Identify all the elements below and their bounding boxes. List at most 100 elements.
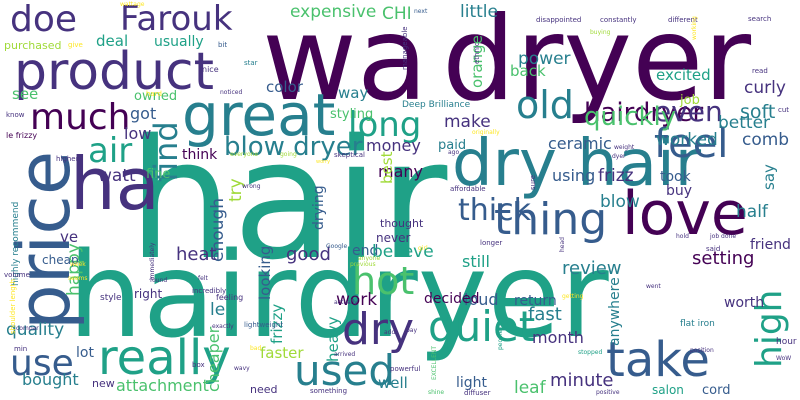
word-give: give: [68, 41, 83, 49]
word-use: use: [10, 343, 74, 384]
word-faster: faster: [260, 344, 304, 362]
word-weight: weight: [614, 144, 635, 151]
word-old: old: [516, 83, 574, 127]
word-soft: soft: [740, 101, 776, 123]
word-position: position: [690, 347, 714, 354]
word-great: great: [182, 81, 336, 149]
word-stopped: stopped: [578, 349, 603, 356]
word-buy: buy: [666, 183, 693, 199]
word-found: found: [150, 277, 168, 284]
word-noticed: noticed: [220, 89, 243, 96]
word-wattage: wattage: [120, 1, 145, 8]
word-deal: deal: [96, 32, 129, 50]
word-positive: positive: [596, 389, 620, 396]
word-expensive: expensive: [290, 2, 377, 22]
word-looking: looking: [256, 245, 274, 300]
word-blow: blow: [600, 192, 640, 212]
word-bought: bought: [22, 370, 79, 389]
word-attachment: attachment: [116, 376, 209, 395]
word-never: never: [376, 231, 411, 245]
word-back: back: [510, 62, 546, 80]
word-lightweight: lightweight: [244, 321, 284, 329]
word-went: went: [646, 283, 661, 290]
word-money: money: [366, 136, 421, 155]
word-decided: decided: [424, 291, 480, 307]
word-arrived: arrived: [334, 351, 356, 358]
word-styling: styling: [330, 107, 374, 122]
word-hold: hold: [676, 233, 689, 240]
word-working: working: [691, 16, 698, 40]
word-star: star: [244, 59, 258, 67]
word-right: right: [134, 287, 163, 301]
word-job: job: [680, 93, 700, 108]
word-still: still: [462, 252, 490, 271]
word-paid: paid: [438, 138, 467, 153]
word-ethnic: ethnic: [473, 42, 481, 64]
word-doe: doe: [10, 0, 78, 40]
word-worry: worry: [316, 159, 331, 165]
word-longer: longer: [480, 239, 503, 247]
word-higher: higher: [56, 155, 79, 163]
word-thing: thing: [494, 194, 608, 245]
word-compar: compar: [16, 325, 39, 332]
word-say: say: [760, 164, 778, 190]
word-read: read: [752, 67, 768, 75]
word-well: well: [378, 374, 408, 392]
word-work: work: [336, 290, 378, 310]
word-salon: salon: [652, 383, 684, 397]
word-wrong: wrong: [242, 183, 261, 190]
word-blow-dryer: blow dryer: [224, 132, 363, 162]
word-people: people: [497, 329, 504, 350]
word-chi: CHI: [382, 4, 412, 24]
word-heat: heat: [176, 244, 217, 265]
word-think: think: [182, 147, 218, 163]
word-end: end: [352, 243, 379, 259]
word-excellent: EXCELLENT: [431, 345, 438, 380]
word-cheap: cheap: [42, 253, 79, 267]
word-cord: cord: [702, 383, 731, 398]
word-hard: hard: [146, 90, 162, 98]
word-frizz: frizz: [598, 166, 634, 186]
word-power: power: [518, 49, 571, 69]
word-purchased: purchased: [4, 39, 62, 52]
word-light: light: [456, 375, 488, 391]
word-see: see: [12, 85, 39, 103]
word-ago: ago: [448, 149, 460, 156]
word-job-done: job done: [710, 233, 737, 240]
word-le-frizzy: le frizzy: [6, 131, 38, 140]
word-many: many: [378, 162, 423, 181]
word-best: best: [378, 151, 396, 184]
word-dry: dry: [342, 304, 415, 355]
word-wavy: wavy: [234, 365, 250, 372]
word-previous: previous: [350, 261, 376, 268]
word-quickly: quickly: [584, 102, 677, 132]
word-style: style: [100, 293, 122, 303]
word-air: air: [88, 131, 133, 171]
word-way: way: [338, 84, 369, 102]
word-nice: nice: [202, 65, 219, 74]
word-long: long: [348, 105, 422, 145]
word-farouk: Farouk: [120, 0, 233, 39]
word-everyone: everyone: [230, 151, 259, 158]
word-return: return: [514, 293, 557, 309]
word-thick: thick: [458, 193, 531, 228]
word-need: need: [250, 383, 278, 396]
word-know: know: [6, 111, 25, 119]
word-new: new: [92, 377, 115, 390]
word-using: using: [552, 166, 596, 185]
word-feeling: feeling: [216, 293, 244, 302]
word-leaf: leaf: [514, 378, 546, 398]
word-review: review: [562, 258, 622, 279]
word-believe: believe: [372, 242, 434, 262]
word-next: next: [414, 8, 428, 15]
word-quiet: quiet: [428, 302, 536, 351]
word-love: love: [622, 179, 748, 249]
word-add: add: [384, 329, 396, 336]
word-volume: volume: [4, 271, 30, 279]
word-cut: cut: [778, 106, 790, 114]
word-immediately: immediately: [149, 242, 156, 280]
word-pay: pay: [406, 327, 418, 334]
word-dry-hair: dry hair: [452, 127, 702, 201]
word-good: good: [286, 244, 331, 265]
word-drying: drying: [311, 185, 327, 230]
